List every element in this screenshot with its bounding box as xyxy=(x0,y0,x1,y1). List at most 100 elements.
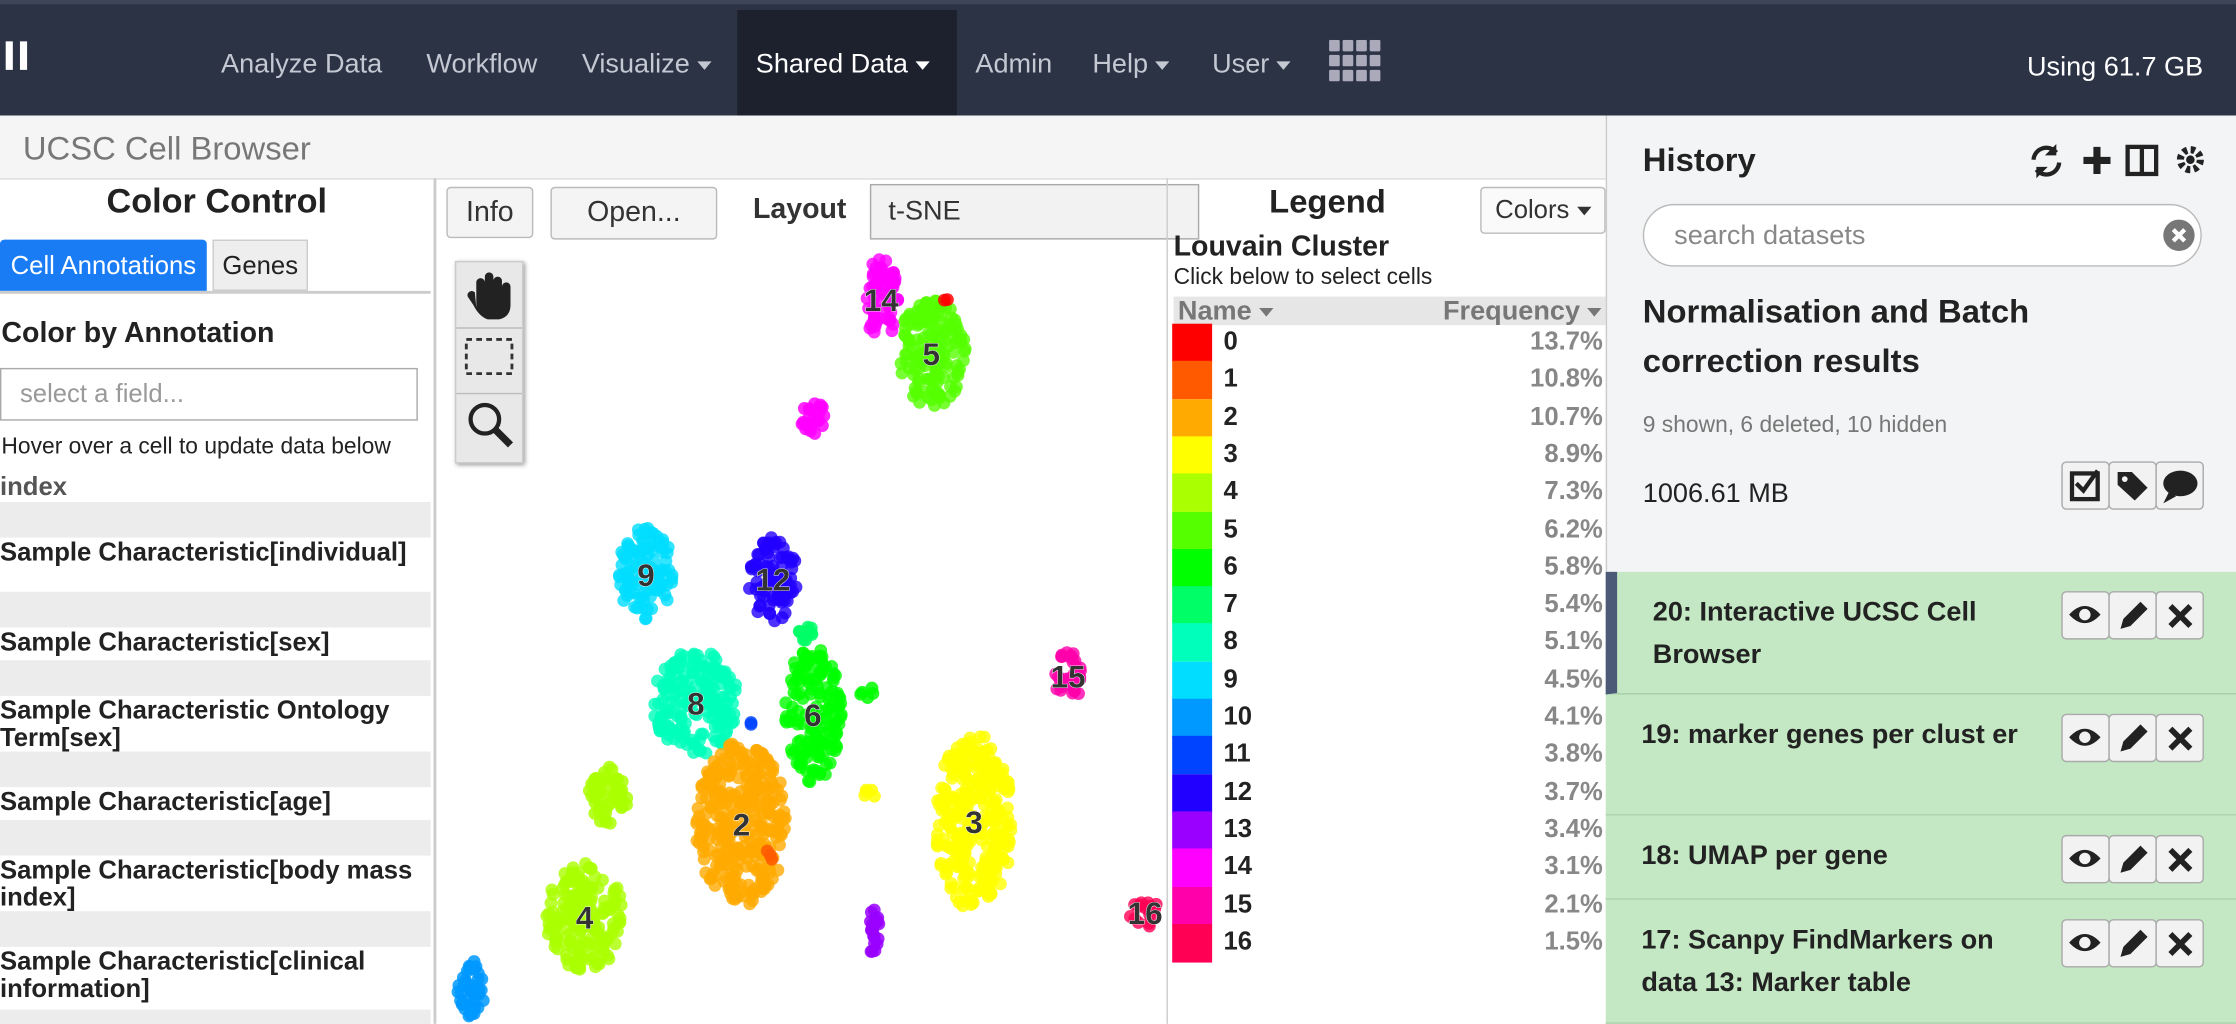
nav-item[interactable]: Shared Data xyxy=(756,50,930,81)
legend-row[interactable]: 3 8.9% xyxy=(1172,436,1608,475)
legend-row[interactable]: 9 4.5% xyxy=(1172,661,1608,700)
field-value xyxy=(0,591,431,628)
legend-row[interactable]: 4 7.3% xyxy=(1172,473,1608,513)
history-item[interactable]: 18: UMAP per gene xyxy=(1605,815,2236,900)
cell-dot xyxy=(938,758,952,772)
cell-dot xyxy=(609,787,623,801)
history-item[interactable]: 19: marker genes per clust er xyxy=(1605,694,2236,816)
tool-palette xyxy=(454,260,524,464)
legend-row[interactable]: 6 5.8% xyxy=(1172,548,1608,588)
legend-row[interactable]: 15 2.1% xyxy=(1172,886,1608,925)
name-header[interactable]: Name xyxy=(1178,297,1273,328)
field-label[interactable]: index xyxy=(0,472,68,501)
grid-dot xyxy=(1356,54,1367,67)
cell-dot xyxy=(894,356,908,370)
field-label[interactable]: Sample Characteristic[individual] xyxy=(0,537,407,567)
legend-row[interactable]: 12 3.7% xyxy=(1172,773,1608,813)
cell-dot xyxy=(977,773,990,787)
select-field[interactable]: select a field... xyxy=(0,367,418,421)
legend-swatch xyxy=(1172,398,1213,438)
apps-grid-icon[interactable] xyxy=(1329,39,1383,86)
nav-item[interactable]: Help xyxy=(1092,50,1169,81)
item-actions[interactable] xyxy=(2061,918,2206,969)
cell-dot xyxy=(726,808,740,822)
nav-item[interactable]: Visualize xyxy=(582,50,711,81)
grid-dot xyxy=(1369,54,1381,67)
cell-dot xyxy=(586,881,599,894)
cell-dot xyxy=(591,957,604,970)
cell-dot xyxy=(728,788,742,802)
legend-swatch xyxy=(1172,773,1213,813)
grid-dot xyxy=(1329,39,1340,52)
open-button[interactable]: Open... xyxy=(550,186,718,240)
cell-dot xyxy=(982,879,996,893)
history-icons[interactable] xyxy=(2028,141,2213,181)
nav-item[interactable]: Admin xyxy=(975,49,1053,80)
nav-item[interactable]: User xyxy=(1212,50,1291,81)
search-datasets[interactable]: search datasets xyxy=(1642,203,2202,267)
cell-dot xyxy=(982,890,995,903)
cell-dot xyxy=(603,816,617,830)
cell-dot xyxy=(744,886,758,899)
cell-dot xyxy=(773,827,787,841)
item-actions[interactable] xyxy=(2061,590,2206,641)
cell-dot xyxy=(806,765,820,779)
grid-dot xyxy=(1342,69,1354,82)
cell-dot xyxy=(713,677,727,691)
cell-dot xyxy=(818,768,832,781)
legend-row[interactable]: 13 3.4% xyxy=(1172,811,1608,850)
legend-row[interactable]: 5 6.2% xyxy=(1172,511,1608,550)
tool-icons[interactable] xyxy=(456,262,522,462)
legend-row[interactable]: 14 3.1% xyxy=(1172,848,1608,888)
cell-dot xyxy=(552,915,565,929)
history-name[interactable]: Normalisation and Batch correction resul… xyxy=(1642,292,2030,380)
item-actions[interactable] xyxy=(2061,834,2206,885)
field-label[interactable]: Sample Characteristic[age] xyxy=(0,787,331,816)
legend-name: 8 xyxy=(1223,626,1238,656)
info-button[interactable]: Info xyxy=(446,186,534,239)
item-actions[interactable] xyxy=(2061,713,2206,764)
legend-row[interactable]: 1 10.8% xyxy=(1172,361,1608,400)
frequency-header[interactable]: Frequency xyxy=(1443,297,1601,328)
legend-row[interactable]: 11 3.8% xyxy=(1172,736,1608,775)
cell-dot xyxy=(942,339,955,353)
cell-dot xyxy=(911,318,925,332)
layout-select[interactable]: t-SNE xyxy=(869,183,1200,240)
tab[interactable]: Genes xyxy=(212,239,309,291)
field-label[interactable]: Sample Characteristic[sex] xyxy=(0,627,330,656)
history-item[interactable]: 17: Scanpy FindMarkers on data 13: Marke… xyxy=(1605,899,2236,1024)
cell-dot xyxy=(913,361,926,375)
cell-dot xyxy=(788,656,801,670)
cell-dot xyxy=(828,729,842,743)
cell-dot xyxy=(771,568,785,582)
cluster-label: 6 xyxy=(804,698,821,733)
cell-dot xyxy=(1001,780,1015,793)
cell-dot xyxy=(561,889,575,903)
cell-dot xyxy=(805,682,819,696)
field-label[interactable]: Sample Characteristic Ontology Term[sex] xyxy=(0,695,390,752)
cell-dot xyxy=(704,800,718,814)
legend-row[interactable]: 10 4.1% xyxy=(1172,698,1608,738)
field-label[interactable]: Sample Characteristic[clinical informati… xyxy=(0,946,366,1003)
cell-dot xyxy=(755,872,769,885)
colors-button[interactable]: Colors xyxy=(1480,186,1606,234)
cell-dot xyxy=(721,764,735,777)
legend-row[interactable]: 2 10.7% xyxy=(1172,398,1608,438)
panel-title: Color Control xyxy=(106,182,328,222)
field-label[interactable]: Sample Characteristic[body mass index] xyxy=(0,855,413,912)
tab-active[interactable]: Cell Annotations xyxy=(0,239,207,291)
legend-swatch xyxy=(1172,811,1213,850)
legend-row[interactable]: 7 5.4% xyxy=(1172,586,1608,625)
legend-row[interactable]: 0 13.7% xyxy=(1172,323,1608,363)
cell-dot xyxy=(463,962,476,976)
legend-row[interactable]: 16 1.5% xyxy=(1172,923,1608,963)
nav-item[interactable]: Analyze Data xyxy=(221,49,383,80)
clear-search[interactable] xyxy=(2162,218,2196,252)
nav-item[interactable]: Workflow xyxy=(426,49,538,80)
history-actions[interactable] xyxy=(2061,461,2206,512)
cell-dot xyxy=(794,734,808,747)
history-item[interactable]: 20: Interactive UCSC Cell Browser xyxy=(1605,571,2236,695)
legend-row[interactable]: 8 5.1% xyxy=(1172,623,1608,663)
cell-dot xyxy=(1139,901,1153,915)
scatter-plot[interactable]: 14 5 9 12 15 8 6 2 3 4 16 xyxy=(435,240,1167,1024)
